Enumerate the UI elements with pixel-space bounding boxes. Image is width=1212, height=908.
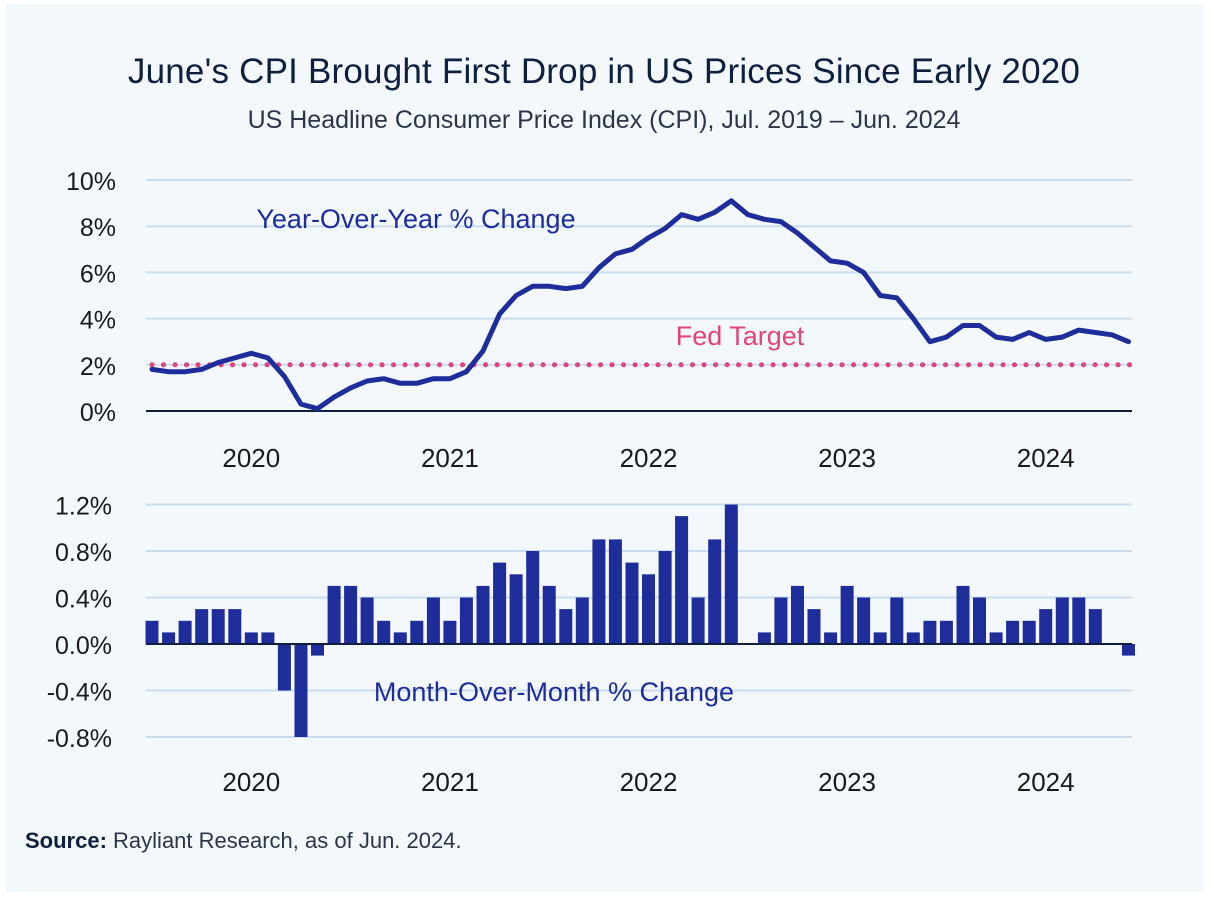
mom-bar bbox=[658, 551, 672, 644]
chart-title: June's CPI Brought First Drop in US Pric… bbox=[127, 52, 1081, 91]
mom-bar bbox=[1039, 609, 1053, 644]
chart-card bbox=[6, 4, 1204, 892]
mom-bar bbox=[989, 632, 1003, 644]
y-tick-label-bottom: 1.2% bbox=[55, 493, 112, 521]
mom-bar bbox=[261, 632, 275, 644]
mom-bar bbox=[311, 644, 324, 656]
y-tick-label-top: 6% bbox=[80, 260, 116, 288]
x-tick-label-top: 2021 bbox=[421, 443, 479, 473]
mom-bar bbox=[625, 562, 639, 644]
mom-bar bbox=[923, 620, 937, 645]
mom-bar bbox=[244, 632, 258, 644]
mom-bar bbox=[1088, 609, 1102, 644]
mom-bar bbox=[757, 632, 771, 644]
mom-bar bbox=[178, 620, 192, 645]
yoy-series-line bbox=[149, 198, 1131, 412]
x-tick-label-bottom: 2020 bbox=[222, 767, 280, 797]
mom-bar bbox=[476, 585, 490, 644]
mom-bar bbox=[542, 585, 556, 644]
mom-bar bbox=[675, 516, 689, 644]
x-tick-label-top: 2022 bbox=[620, 443, 678, 473]
fed-target-label: Fed Target bbox=[676, 321, 805, 351]
y-tick-label-bottom: -0.8% bbox=[47, 725, 112, 753]
x-tick-label-bottom: 2021 bbox=[421, 767, 479, 797]
mom-bar bbox=[393, 632, 407, 644]
mom-bar bbox=[791, 585, 804, 644]
source-note: Source: Rayliant Research, as of Jun. 20… bbox=[25, 828, 462, 854]
mom-bar bbox=[1055, 597, 1069, 644]
mom-bar bbox=[195, 609, 209, 644]
mom-bar bbox=[642, 574, 655, 645]
mom-bar bbox=[807, 609, 821, 644]
mom-bar bbox=[575, 597, 589, 644]
mom-bar bbox=[939, 620, 953, 645]
source-label: Source: bbox=[25, 828, 107, 853]
mom-bar bbox=[526, 551, 540, 644]
mom-bar bbox=[840, 585, 854, 644]
y-tick-label-bottom: 0.8% bbox=[55, 539, 112, 567]
mom-bar bbox=[509, 574, 523, 645]
mom-bar bbox=[228, 609, 242, 644]
y-tick-label-top: 4% bbox=[80, 307, 116, 335]
mom-bar bbox=[344, 585, 358, 644]
mom-bar bbox=[211, 609, 225, 644]
mom-bar bbox=[377, 620, 391, 645]
mom-bar bbox=[890, 597, 904, 644]
mom-bar bbox=[857, 597, 871, 644]
source-text: Rayliant Research, as of Jun. 2024. bbox=[113, 828, 462, 853]
x-tick-label-top: 2024 bbox=[1017, 443, 1075, 473]
y-tick-label-top: 8% bbox=[80, 214, 116, 242]
x-tick-label-top: 2020 bbox=[222, 443, 280, 473]
y-tick-label-bottom: -0.4% bbox=[47, 679, 112, 707]
mom-bar bbox=[708, 539, 722, 644]
mom-bar bbox=[1072, 597, 1086, 644]
y-tick-label-bottom: 0.0% bbox=[55, 632, 112, 660]
mom-bar bbox=[973, 597, 986, 644]
mom-bar bbox=[906, 632, 920, 644]
mom-bar bbox=[443, 620, 457, 645]
mom-bar bbox=[774, 597, 788, 644]
mom-bar bbox=[956, 585, 970, 644]
y-tick-label-top: 2% bbox=[80, 353, 116, 381]
x-tick-label-bottom: 2022 bbox=[620, 767, 678, 797]
mom-bar bbox=[360, 597, 374, 644]
y-tick-label-top: 0% bbox=[80, 399, 116, 427]
mom-bar bbox=[592, 539, 606, 644]
mom-bar bbox=[691, 597, 705, 644]
mom-bar bbox=[724, 504, 738, 644]
mom-bar bbox=[824, 632, 838, 644]
chart-subtitle: US Headline Consumer Price Index (CPI), … bbox=[247, 106, 961, 134]
mom-bar bbox=[608, 539, 622, 644]
mom-bar bbox=[426, 597, 440, 644]
mom-annotation: Month-Over-Month % Change bbox=[374, 677, 734, 707]
mom-bar bbox=[493, 562, 507, 644]
mom-bar bbox=[277, 644, 291, 691]
mom-bar bbox=[162, 632, 176, 644]
y-tick-label-top: 10% bbox=[66, 168, 116, 196]
mom-bar bbox=[559, 609, 573, 644]
mom-bar bbox=[873, 632, 887, 644]
mom-bar bbox=[1022, 620, 1036, 645]
mom-bar bbox=[410, 620, 424, 645]
x-tick-label-bottom: 2023 bbox=[818, 767, 876, 797]
mom-bar bbox=[1122, 644, 1135, 656]
mom-bar bbox=[459, 597, 473, 644]
mom-bar bbox=[1006, 620, 1020, 645]
x-tick-label-top: 2023 bbox=[818, 443, 876, 473]
mom-bar bbox=[294, 644, 308, 737]
mom-bar bbox=[145, 620, 159, 645]
y-tick-label-bottom: 0.4% bbox=[55, 586, 112, 614]
yoy-annotation: Year-Over-Year % Change bbox=[256, 204, 575, 234]
mom-bar bbox=[327, 585, 341, 644]
x-tick-label-bottom: 2024 bbox=[1017, 767, 1075, 797]
